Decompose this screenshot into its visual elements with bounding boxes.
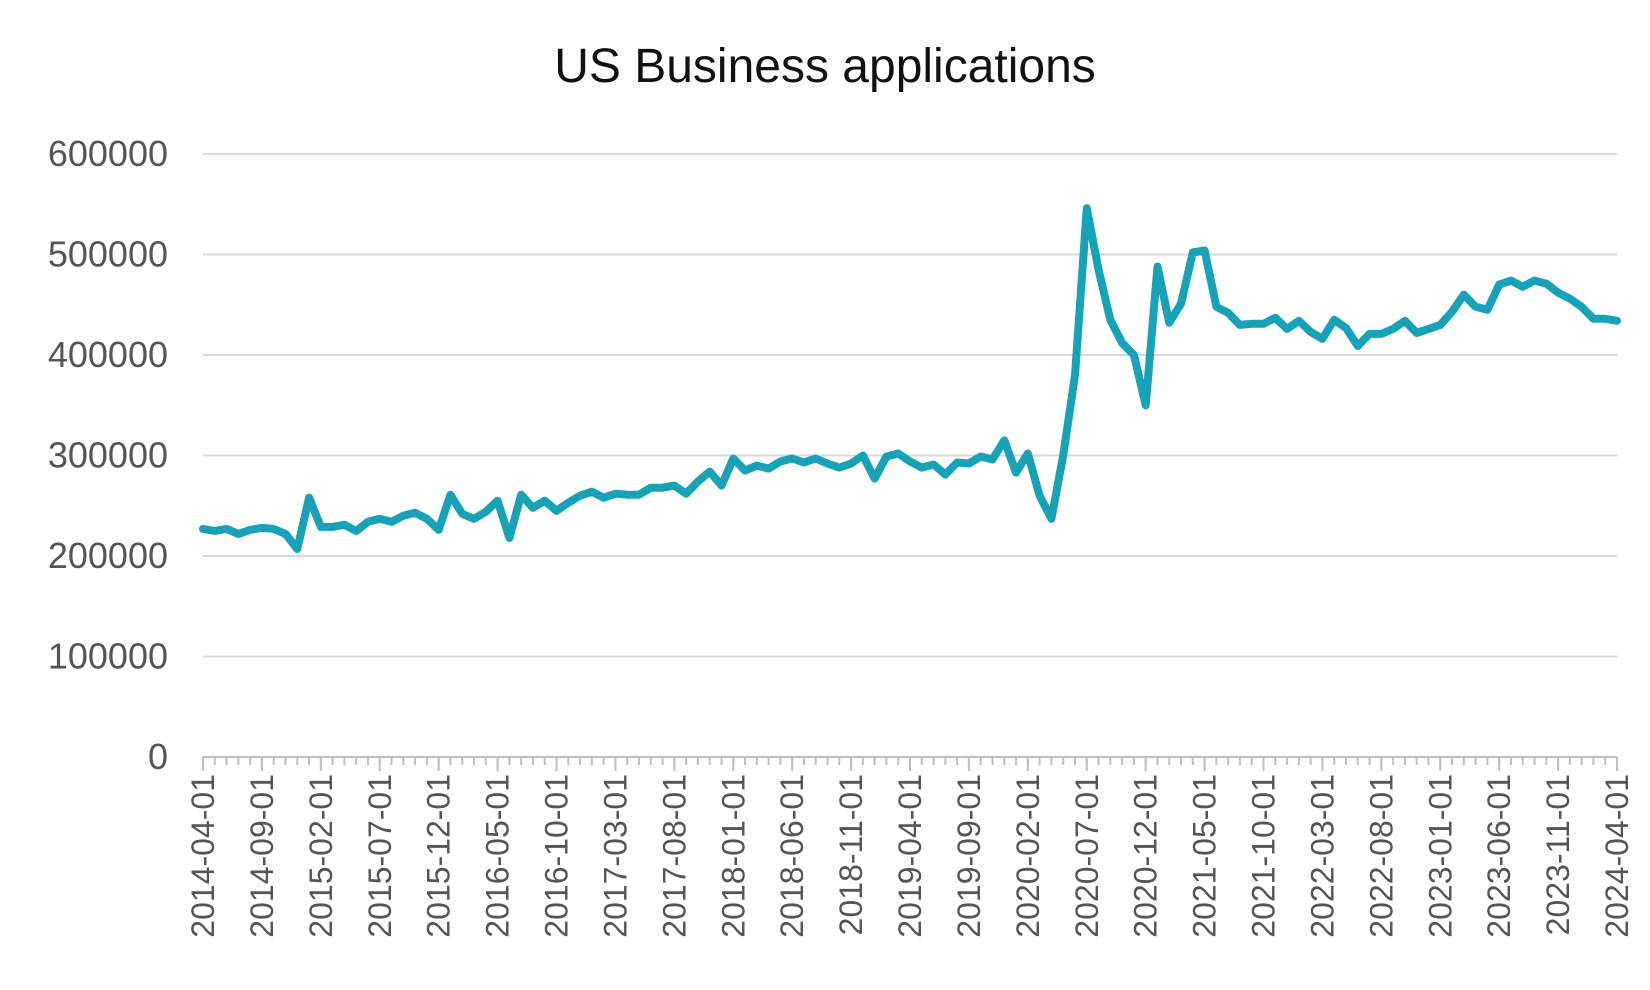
x-tick-label: 2022-08-01 — [1363, 774, 1399, 938]
y-tick-label: 500000 — [48, 234, 168, 275]
x-tick-label: 2015-02-01 — [303, 774, 339, 938]
x-tick-label: 2023-11-01 — [1540, 774, 1576, 935]
y-tick-label: 400000 — [48, 334, 168, 375]
x-tick-label: 2018-06-01 — [774, 774, 810, 938]
y-tick-label: 200000 — [48, 535, 168, 576]
x-tick-label: 2019-04-01 — [892, 774, 928, 938]
x-tick-label: 2016-05-01 — [480, 774, 516, 938]
y-tick-label: 0 — [148, 736, 168, 777]
series-layer — [199, 204, 1621, 553]
x-tick-label: 2021-10-01 — [1246, 774, 1282, 938]
x-tick-label: 2018-11-01 — [833, 774, 869, 935]
x-tick-label: 2020-02-01 — [1010, 774, 1046, 938]
x-tick-label: 2020-12-01 — [1128, 774, 1164, 938]
x-tick-label: 2015-12-01 — [421, 774, 457, 938]
y-axis-ticks: 0 100000 200000 300000 400000 500000 600000 — [48, 133, 168, 777]
series-line — [199, 204, 1621, 553]
x-tick-label: 2020-07-01 — [1069, 774, 1105, 938]
y-tick-label: 600000 — [48, 133, 168, 174]
x-tick-label: 2014-04-01 — [185, 774, 221, 938]
x-tick-label: 2023-01-01 — [1422, 774, 1458, 938]
x-tick-label: 2018-01-01 — [715, 774, 751, 938]
x-tick-label: 2016-10-01 — [539, 774, 575, 938]
x-tick-label: 2019-09-01 — [951, 774, 987, 938]
x-tick-label: 2014-09-01 — [244, 774, 280, 938]
x-tick-label: 2015-07-01 — [362, 774, 398, 938]
x-axis: 2014-04-01 2014-09-01 2015-02-01 2015-07-01… — [185, 756, 1635, 938]
y-tick-label: 100000 — [48, 636, 168, 677]
gridlines — [203, 153, 1617, 658]
y-tick-label: 300000 — [48, 435, 168, 476]
x-tick-label: 2017-08-01 — [656, 774, 692, 938]
x-tick-label: 2023-06-01 — [1481, 774, 1517, 938]
x-tick-label: 2021-05-01 — [1187, 774, 1223, 938]
x-tick-label: 2022-03-01 — [1304, 774, 1340, 938]
x-tick-label: 2024-04-01 — [1599, 774, 1635, 938]
x-tick-label: 2017-03-01 — [597, 774, 633, 938]
chart-title: US Business applications — [554, 40, 1096, 93]
